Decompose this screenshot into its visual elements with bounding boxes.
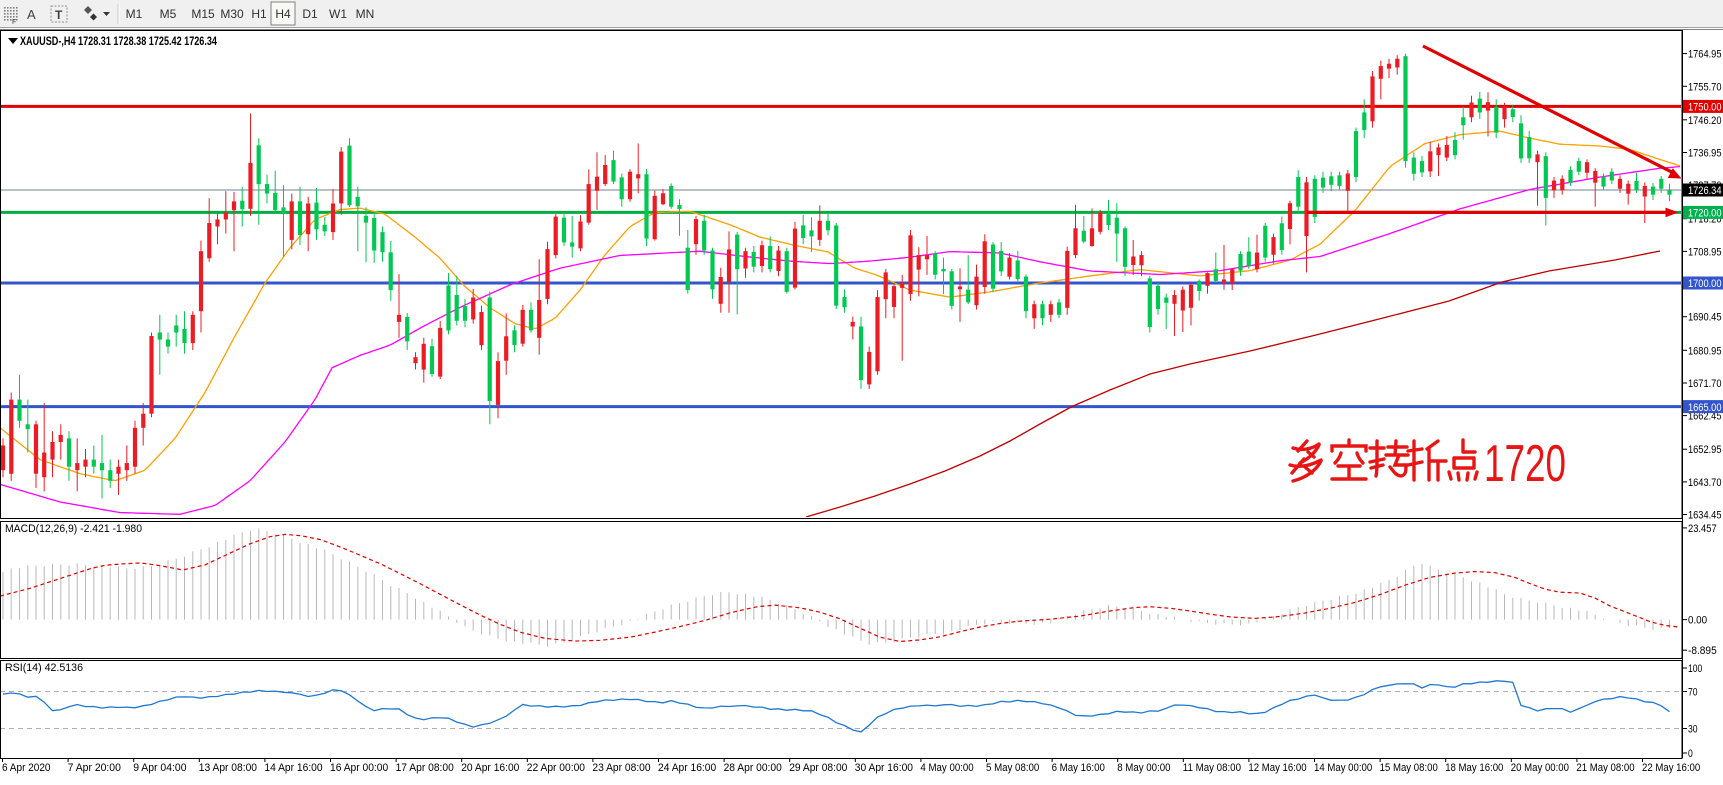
svg-text:1690.45: 1690.45 <box>1688 312 1722 324</box>
svg-text:70: 70 <box>1688 687 1698 699</box>
svg-text:29 Apr 08:00: 29 Apr 08:00 <box>789 762 847 774</box>
svg-text:100: 100 <box>1688 663 1702 675</box>
svg-text:1680.95: 1680.95 <box>1688 345 1722 357</box>
svg-text:14 May 00:00: 14 May 00:00 <box>1314 762 1372 774</box>
svg-text:1755.70: 1755.70 <box>1688 81 1722 93</box>
svg-text:M30: M30 <box>220 7 244 21</box>
svg-text:13 Apr 08:00: 13 Apr 08:00 <box>199 762 257 774</box>
svg-text:H1: H1 <box>251 7 267 21</box>
svg-text:1746.20: 1746.20 <box>1688 115 1722 127</box>
svg-text:1662.45: 1662.45 <box>1688 411 1722 423</box>
svg-text:22 Apr 00:00: 22 Apr 00:00 <box>527 762 585 774</box>
svg-text:23 Apr 08:00: 23 Apr 08:00 <box>592 762 650 774</box>
svg-text:30 Apr 16:00: 30 Apr 16:00 <box>855 762 913 774</box>
svg-text:11 May 08:00: 11 May 08:00 <box>1183 762 1241 774</box>
svg-text:A: A <box>27 7 36 22</box>
svg-text:0: 0 <box>1688 748 1693 760</box>
svg-text:12 May 16:00: 12 May 16:00 <box>1248 762 1306 774</box>
svg-text:0.00: 0.00 <box>1688 615 1707 627</box>
svg-text:1708.95: 1708.95 <box>1688 246 1722 258</box>
svg-text:28 Apr 00:00: 28 Apr 00:00 <box>724 762 782 774</box>
svg-text:F: F <box>12 19 16 26</box>
svg-text:6 Apr 2020: 6 Apr 2020 <box>2 762 51 774</box>
svg-text:5 May 08:00: 5 May 08:00 <box>986 762 1039 774</box>
svg-text:6 May 16:00: 6 May 16:00 <box>1052 762 1105 774</box>
svg-text:30: 30 <box>1688 724 1698 736</box>
svg-text:23.457: 23.457 <box>1688 523 1717 535</box>
svg-text:24 Apr 16:00: 24 Apr 16:00 <box>658 762 716 774</box>
svg-text:1736.95: 1736.95 <box>1688 148 1722 160</box>
svg-text:1700.00: 1700.00 <box>1688 278 1722 290</box>
svg-text:XAUUSD-,H4 1728.31 1728.38 17: XAUUSD-,H4 1728.31 1728.38 1725.42 1726.… <box>20 36 217 48</box>
svg-text:1671.70: 1671.70 <box>1688 378 1722 390</box>
svg-text:21 May 08:00: 21 May 08:00 <box>1576 762 1634 774</box>
svg-text:1665.00: 1665.00 <box>1688 402 1722 414</box>
svg-text:1764.95: 1764.95 <box>1688 49 1722 61</box>
svg-text:20 Apr 16:00: 20 Apr 16:00 <box>461 762 519 774</box>
svg-text:7 Apr 20:00: 7 Apr 20:00 <box>68 762 121 774</box>
svg-text:T: T <box>55 8 63 22</box>
svg-text:1652.95: 1652.95 <box>1688 444 1722 456</box>
svg-text:M1: M1 <box>126 7 143 21</box>
svg-text:17 Apr 08:00: 17 Apr 08:00 <box>396 762 454 774</box>
svg-text:MACD(12,26,9) -2.421 -1.980: MACD(12,26,9) -2.421 -1.980 <box>5 523 142 535</box>
svg-text:H4: H4 <box>275 7 291 21</box>
svg-text:1643.70: 1643.70 <box>1688 477 1722 489</box>
svg-text:18 May 16:00: 18 May 16:00 <box>1445 762 1503 774</box>
svg-text:1750.00: 1750.00 <box>1688 102 1722 114</box>
svg-text:22 May 16:00: 22 May 16:00 <box>1642 762 1700 774</box>
svg-text:1634.45: 1634.45 <box>1688 510 1722 522</box>
svg-text:1720.00: 1720.00 <box>1688 208 1722 220</box>
svg-text:W1: W1 <box>329 7 347 21</box>
svg-text:M5: M5 <box>160 7 177 21</box>
svg-text:20 May 00:00: 20 May 00:00 <box>1511 762 1569 774</box>
svg-text:MN: MN <box>356 7 375 21</box>
svg-text:9 Apr 04:00: 9 Apr 04:00 <box>133 762 186 774</box>
svg-text:1726.34: 1726.34 <box>1688 185 1722 197</box>
svg-text:D1: D1 <box>302 7 318 21</box>
svg-text:15 May 08:00: 15 May 08:00 <box>1380 762 1438 774</box>
svg-text:-8.895: -8.895 <box>1688 645 1717 657</box>
svg-text:RSI(14) 42.5136: RSI(14) 42.5136 <box>5 662 83 674</box>
svg-text:8 May 00:00: 8 May 00:00 <box>1117 762 1170 774</box>
svg-text:4 May 00:00: 4 May 00:00 <box>920 762 973 774</box>
svg-text:16 Apr 00:00: 16 Apr 00:00 <box>330 762 388 774</box>
svg-text:14 Apr 16:00: 14 Apr 16:00 <box>264 762 322 774</box>
svg-text:M15: M15 <box>191 7 215 21</box>
svg-text:1720: 1720 <box>1484 435 1566 493</box>
